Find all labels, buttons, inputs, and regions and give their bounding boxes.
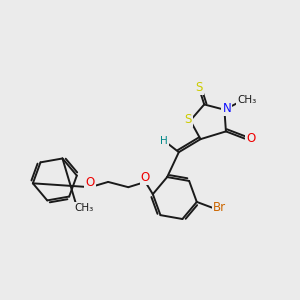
Text: O: O: [141, 171, 150, 184]
Text: H: H: [160, 136, 168, 146]
Text: Br: Br: [213, 202, 226, 214]
Text: O: O: [246, 132, 255, 145]
Text: CH₃: CH₃: [237, 95, 256, 105]
Text: O: O: [85, 176, 95, 189]
Text: CH₃: CH₃: [74, 203, 94, 213]
Text: S: S: [195, 81, 202, 94]
Text: S: S: [184, 112, 191, 125]
Text: N: N: [223, 102, 231, 115]
